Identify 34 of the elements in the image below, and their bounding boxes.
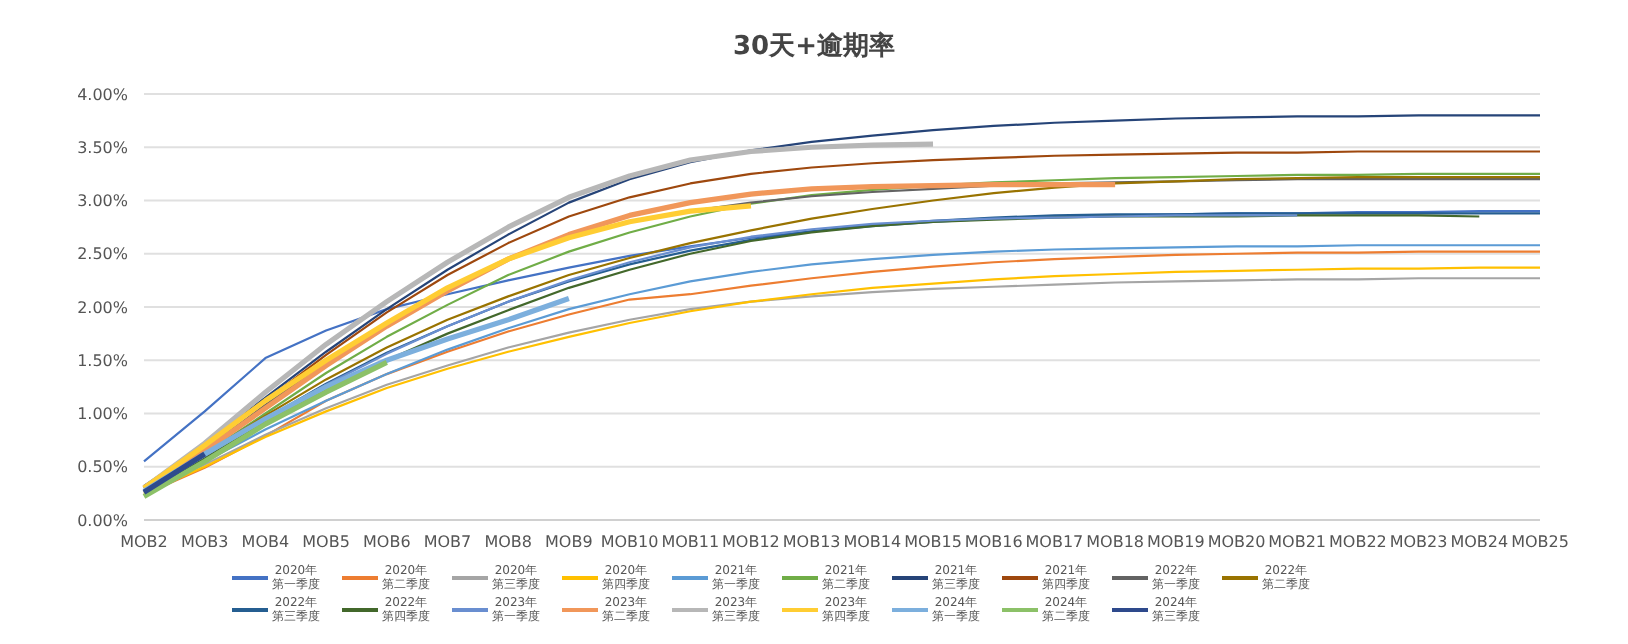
x-tick-label: MOB24: [1450, 533, 1509, 552]
x-tick-label: MOB22: [1329, 533, 1387, 552]
x-tick-label: MOB11: [661, 533, 720, 552]
x-tick-label: MOB9: [545, 533, 593, 552]
y-tick-label: 4.00%: [77, 85, 129, 104]
x-tick-label: MOB21: [1268, 533, 1327, 552]
x-tick-label: MOB12: [722, 533, 780, 552]
x-tick-label: MOB7: [423, 533, 472, 552]
x-tick-label: MOB3: [180, 533, 229, 552]
x-tick-label: MOB14: [843, 533, 902, 552]
x-tick-label: MOB16: [964, 533, 1023, 552]
x-tick-label: MOB6: [363, 533, 411, 552]
y-tick-label: 2.50%: [77, 245, 129, 264]
x-tick-label: MOB13: [782, 533, 841, 552]
x-tick-label: MOB23: [1389, 533, 1448, 552]
x-tick-label: MOB8: [484, 533, 532, 552]
y-tick-label: 3.50%: [77, 138, 129, 157]
x-tick-label: MOB5: [302, 533, 350, 552]
x-tick-label: MOB18: [1086, 533, 1145, 552]
y-tick-label: 3.00%: [77, 192, 129, 211]
x-tick-label: MOB20: [1207, 533, 1266, 552]
x-tick-label: MOB25: [1511, 533, 1569, 552]
x-tick-label: MOB2: [120, 533, 168, 552]
x-tick-label: MOB10: [600, 533, 659, 552]
x-tick-label: MOB19: [1146, 533, 1205, 552]
y-tick-label: 0.00%: [77, 511, 129, 530]
y-tick-label: 0.50%: [77, 458, 129, 477]
y-tick-label: 1.50%: [77, 351, 129, 370]
x-tick-label: MOB17: [1025, 533, 1084, 552]
chart-title: 30天+逾期率: [731, 29, 897, 64]
x-tick-label: MOB4: [241, 533, 290, 552]
y-tick-label: 2.00%: [77, 298, 129, 317]
y-tick-label: 1.00%: [77, 405, 129, 424]
x-tick-label: MOB15: [904, 533, 962, 552]
